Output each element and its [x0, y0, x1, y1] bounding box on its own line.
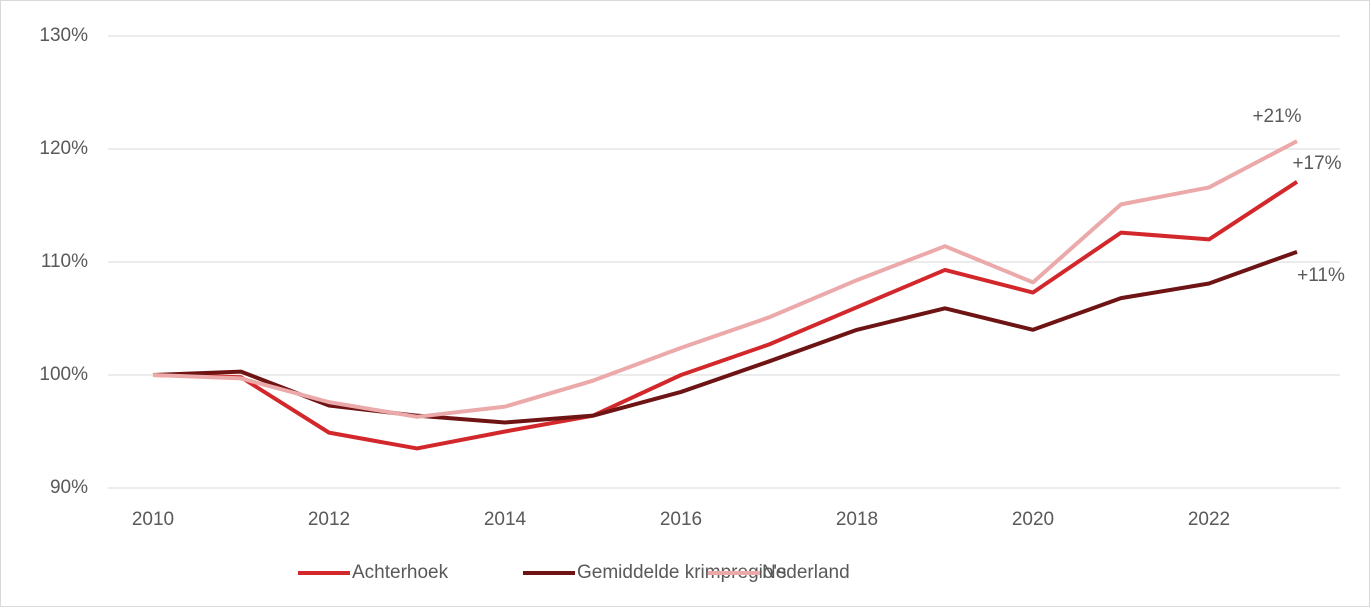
end-label: +11%	[1297, 265, 1345, 286]
x-tick-label: 2010	[132, 509, 174, 530]
y-tick-label: 90%	[50, 477, 88, 498]
x-tick-label: 2012	[308, 509, 350, 530]
legend-label: Gemiddelde krimpregio's	[577, 562, 787, 583]
x-tick-label: 2014	[484, 509, 527, 530]
x-tick-label: 2016	[660, 509, 702, 530]
y-tick-label: 110%	[41, 251, 88, 272]
x-tick-label: 2018	[836, 509, 878, 530]
end-label: +21%	[1252, 106, 1301, 127]
y-tick-label: 100%	[39, 364, 88, 385]
line-series	[152, 180, 1299, 451]
y-tick-label: 120%	[39, 138, 88, 159]
x-tick-label: 2020	[1012, 509, 1054, 530]
line-series	[152, 139, 1298, 419]
end-label: +17%	[1292, 153, 1341, 174]
line-series	[152, 249, 1298, 425]
legend-label: Achterhoek	[352, 562, 449, 583]
x-tick-label: 2022	[1188, 509, 1230, 530]
legend-label: Nederland	[762, 562, 850, 583]
y-tick-label: 130%	[39, 25, 88, 46]
